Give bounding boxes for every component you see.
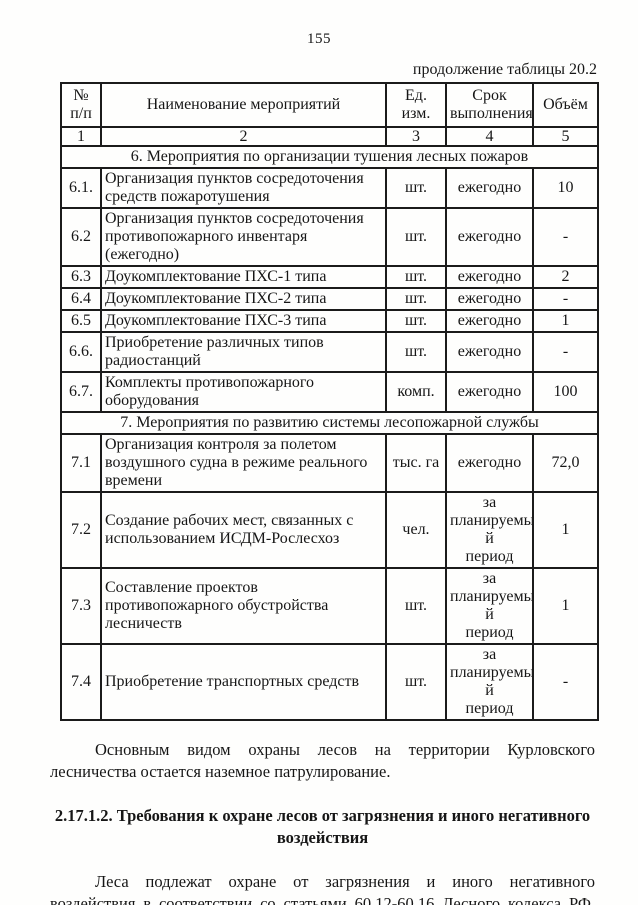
cell-num: 6.2 — [60, 207, 102, 267]
table-row: 6.1. Организация пунктов сосредоточения с… — [60, 167, 599, 209]
column-number: 5 — [532, 126, 599, 147]
cell-volume: 10 — [532, 167, 599, 209]
measures-table: № п/п Наименование мероприятий Ед. изм. … — [60, 82, 599, 721]
cell-volume: 2 — [532, 265, 599, 289]
cell-term: ежегодно — [445, 309, 534, 333]
cell-volume: - — [532, 207, 599, 267]
cell-unit: шт. — [385, 309, 447, 333]
cell-name: Комплекты противопожарного оборудования — [100, 371, 387, 413]
table-row: 6.6. Приобретение различных типов радиост… — [60, 331, 599, 373]
cell-volume: 1 — [532, 309, 599, 333]
column-number: 4 — [445, 126, 534, 147]
paragraph-ground-patrol: Основным видом охраны лесов на территори… — [50, 740, 595, 781]
cell-name: Приобретение транспортных средств — [100, 643, 387, 721]
cell-num: 6.1. — [60, 167, 102, 209]
cell-term: за планируемы й период — [445, 643, 534, 721]
cell-unit: тыс. га — [385, 433, 447, 493]
column-number: 3 — [385, 126, 447, 147]
cell-num: 7.4 — [60, 643, 102, 721]
cell-unit: чел. — [385, 491, 447, 569]
table-caption: продолжение таблицы 20.2 — [412, 61, 597, 78]
cell-name: Приобретение различных типов радиостанци… — [100, 331, 387, 373]
cell-unit: шт. — [385, 287, 447, 311]
cell-term: за планируемы й период — [445, 567, 534, 645]
cell-volume: - — [532, 331, 599, 373]
section-title: 7. Мероприятия по развитию системы лесоп… — [60, 411, 599, 435]
table-row: 6.3 Доукомплектование ПХС-1 типа шт. ежегод… — [60, 265, 599, 289]
cell-unit: шт. — [385, 331, 447, 373]
cell-name: Доукомплектование ПХС-3 типа — [100, 309, 387, 333]
table-row: 7.4 Приобретение транспортных средств шт. з… — [60, 643, 599, 721]
section-row: 6. Мероприятия по организации тушения ле… — [60, 145, 599, 169]
table-row: 7.1 Организация контроля за полетом возду… — [60, 433, 599, 493]
cell-name: Организация контроля за полетом воздушно… — [100, 433, 387, 493]
cell-unit: шт. — [385, 167, 447, 209]
cell-term: ежегодно — [445, 207, 534, 267]
cell-num: 6.5 — [60, 309, 102, 333]
cell-name: Доукомплектование ПХС-1 типа — [100, 265, 387, 289]
cell-num: 6.4 — [60, 287, 102, 311]
table-row: 6.5 Доукомплектование ПХС-3 типа шт. ежегод… — [60, 309, 599, 333]
cell-unit: шт. — [385, 567, 447, 645]
column-header-name: Наименование мероприятий — [100, 82, 387, 128]
table-row: 7.2 Создание рабочих мест, связанных с ис… — [60, 491, 599, 569]
cell-num: 6.6. — [60, 331, 102, 373]
cell-term: ежегодно — [445, 265, 534, 289]
cell-name: Составление проектов противопожарного об… — [100, 567, 387, 645]
column-header-unit: Ед. изм. — [385, 82, 447, 128]
cell-num: 7.1 — [60, 433, 102, 493]
column-header-term: Срок выполнения — [445, 82, 534, 128]
section-row: 7. Мероприятия по развитию системы лесоп… — [60, 411, 599, 435]
cell-term: ежегодно — [445, 287, 534, 311]
section-heading: 2.17.1.2. Требования к охране лесов от з… — [54, 806, 591, 847]
column-header-num: № п/п — [60, 82, 102, 128]
cell-name: Доукомплектование ПХС-2 типа — [100, 287, 387, 311]
cell-volume: 72,0 — [532, 433, 599, 493]
column-number: 1 — [60, 126, 102, 147]
cell-volume: 100 — [532, 371, 599, 413]
cell-unit: шт. — [385, 207, 447, 267]
cell-volume: 1 — [532, 567, 599, 645]
cell-unit: шт. — [385, 265, 447, 289]
cell-term: за планируемы й период — [445, 491, 534, 569]
section-title: 6. Мероприятия по организации тушения ле… — [60, 145, 599, 169]
cell-term: ежегодно — [445, 167, 534, 209]
cell-name: Организация пунктов сосредоточения средс… — [100, 167, 387, 209]
cell-num: 6.3 — [60, 265, 102, 289]
cell-term: ежегодно — [445, 371, 534, 413]
cell-term: ежегодно — [445, 433, 534, 493]
table-row: 6.4 Доукомплектование ПХС-2 типа шт. ежегод… — [60, 287, 599, 311]
cell-name: Создание рабочих мест, связанных с испол… — [100, 491, 387, 569]
cell-name: Организация пунктов сосредоточения проти… — [100, 207, 387, 267]
cell-num: 7.2 — [60, 491, 102, 569]
table-row: 6.7. Комплекты противопожарного оборудова… — [60, 371, 599, 413]
cell-volume: - — [532, 643, 599, 721]
page-number: 155 — [307, 31, 331, 47]
cell-term: ежегодно — [445, 331, 534, 373]
cell-num: 7.3 — [60, 567, 102, 645]
column-number: 2 — [100, 126, 387, 147]
table-header-row: № п/п Наименование мероприятий Ед. изм. … — [60, 82, 599, 128]
table-row: 7.3 Составление проектов противопожарного… — [60, 567, 599, 645]
column-header-volume: Объём — [532, 82, 599, 128]
cell-volume: 1 — [532, 491, 599, 569]
cell-unit: шт. — [385, 643, 447, 721]
column-number-row: 1 2 3 4 5 — [60, 126, 599, 147]
cell-num: 6.7. — [60, 371, 102, 413]
cell-unit: комп. — [385, 371, 447, 413]
paragraph-pollution-protection: Леса подлежат охране от загрязнения и ин… — [50, 872, 595, 905]
cell-volume: - — [532, 287, 599, 311]
table-row: 6.2 Организация пунктов сосредоточения пр… — [60, 207, 599, 267]
